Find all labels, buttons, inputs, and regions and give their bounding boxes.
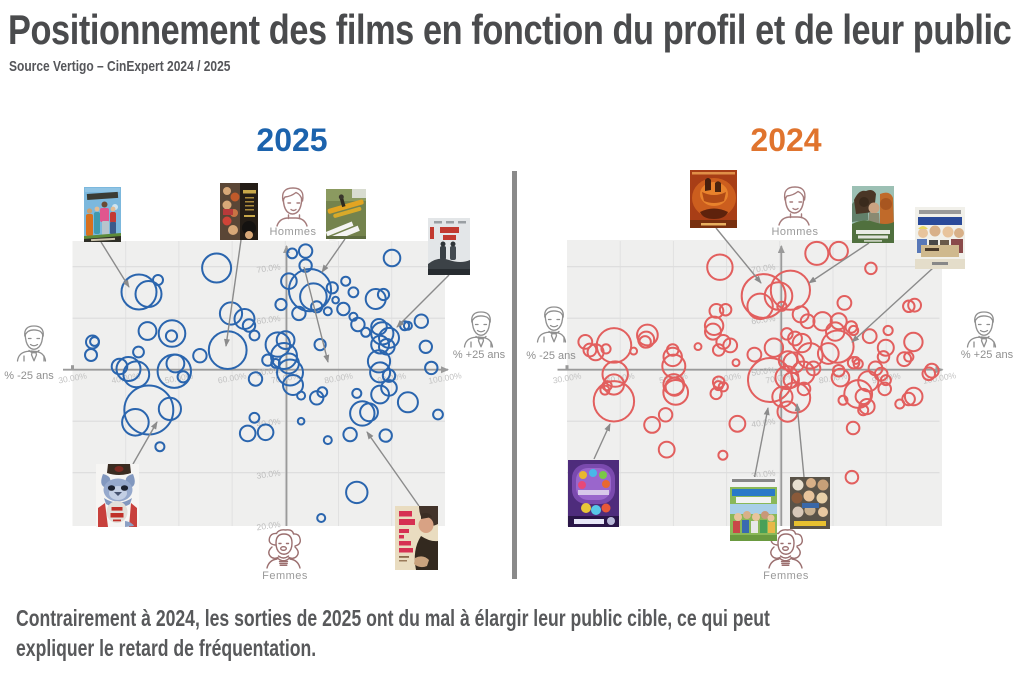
- svg-text:70.0%: 70.0%: [256, 261, 282, 274]
- svg-text:% +25 ans: % +25 ans: [453, 349, 506, 361]
- svg-text:Femmes: Femmes: [262, 570, 308, 582]
- svg-text:% -25 ans: % -25 ans: [526, 350, 576, 362]
- svg-text:60.0%: 60.0%: [256, 313, 282, 326]
- svg-text:30.0%: 30.0%: [256, 467, 282, 480]
- svg-text:% +25 ans: % +25 ans: [961, 349, 1014, 361]
- svg-text:70.0%: 70.0%: [751, 261, 777, 274]
- svg-text:Hommes: Hommes: [269, 226, 316, 238]
- svg-text:Hommes: Hommes: [771, 226, 818, 238]
- svg-text:% -25 ans: % -25 ans: [4, 370, 54, 382]
- svg-text:Femmes: Femmes: [763, 570, 809, 582]
- svg-text:40.0%: 40.0%: [751, 416, 777, 429]
- svg-text:50.0%: 50.0%: [751, 364, 777, 377]
- svg-text:20.0%: 20.0%: [256, 519, 282, 532]
